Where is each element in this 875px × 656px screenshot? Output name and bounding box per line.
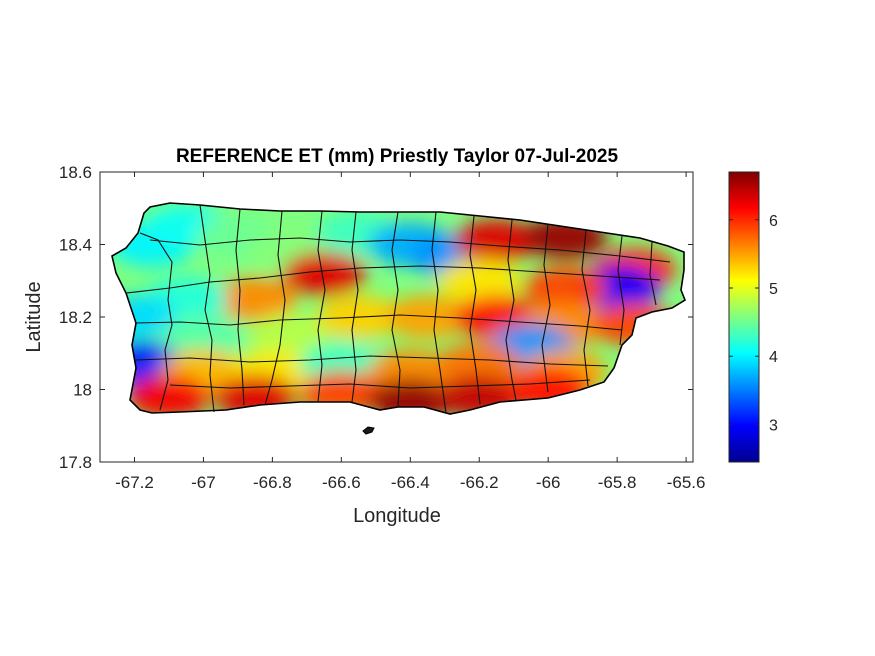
x-tick-label: -66.8	[253, 473, 292, 492]
y-tick-label: 18.6	[59, 163, 92, 182]
municipal-border	[391, 211, 401, 408]
et-zone	[213, 276, 298, 321]
colorbar: 3 4 5 6	[728, 171, 778, 463]
et-zone	[282, 251, 367, 296]
colorbar-tick-label: 4	[769, 349, 778, 366]
y-tick-label: 18	[73, 381, 92, 400]
y-tick-label: 18.4	[59, 236, 92, 255]
municipal-border	[135, 314, 623, 331]
x-tick-label: -66.2	[460, 473, 499, 492]
x-axis-label: Longitude	[353, 505, 441, 527]
et-zone	[454, 218, 539, 263]
et-field	[112, 203, 685, 414]
x-tick-label: -65.8	[598, 473, 637, 492]
et-zone	[247, 313, 332, 358]
y-tick-label: 17.8	[59, 453, 92, 472]
municipal-border	[351, 211, 359, 403]
colorbar-tick-label: 5	[769, 281, 778, 298]
municipal-border	[581, 229, 591, 387]
x-tick-label: -66.6	[322, 473, 361, 492]
municipal-border	[139, 232, 173, 411]
y-axis-label: Latitude	[23, 281, 45, 352]
municipal-border	[505, 219, 517, 401]
colorbar-gradient	[728, 171, 760, 463]
et-zone	[385, 295, 470, 339]
y-axis: 17.8 18 18.2 18.4 18.6	[59, 163, 693, 472]
offshore-islet	[362, 426, 375, 435]
municipal-border	[431, 211, 447, 414]
map-title: REFERENCE ET (mm) Priestly Taylor 07-Jul…	[176, 146, 618, 167]
municipal-border	[235, 208, 245, 406]
x-axis: -67.2 -67 -66.8 -66.6 -66.4 -66.2 -66 -65.8 -65.…	[115, 172, 705, 492]
municipal-border	[264, 210, 286, 406]
x-tick-label: -66	[536, 473, 561, 492]
x-tick-label: -66.4	[391, 473, 430, 492]
municipal-border	[169, 379, 591, 389]
municipal-border	[149, 237, 671, 263]
x-tick-label: -67	[191, 473, 216, 492]
municipal-border	[649, 241, 657, 306]
municipal-border	[469, 215, 481, 405]
colorbar-tick-label: 3	[769, 417, 778, 434]
municipal-boundaries	[125, 204, 671, 414]
et-zone	[523, 266, 608, 310]
municipal-border	[317, 210, 326, 403]
et-zone	[437, 342, 522, 387]
colorbar-tick-label: 6	[769, 213, 778, 230]
municipal-border	[135, 355, 609, 367]
island-coastline	[111, 202, 686, 415]
y-tick-label: 18.2	[59, 308, 92, 327]
x-tick-label: -65.6	[667, 473, 706, 492]
municipal-border	[199, 204, 215, 413]
x-tick-label: -67.2	[115, 473, 154, 492]
municipal-border	[541, 223, 551, 393]
colorbar-ticks: 3 4 5 6	[729, 213, 778, 434]
municipal-border	[617, 235, 625, 346]
municipal-border	[125, 265, 661, 294]
